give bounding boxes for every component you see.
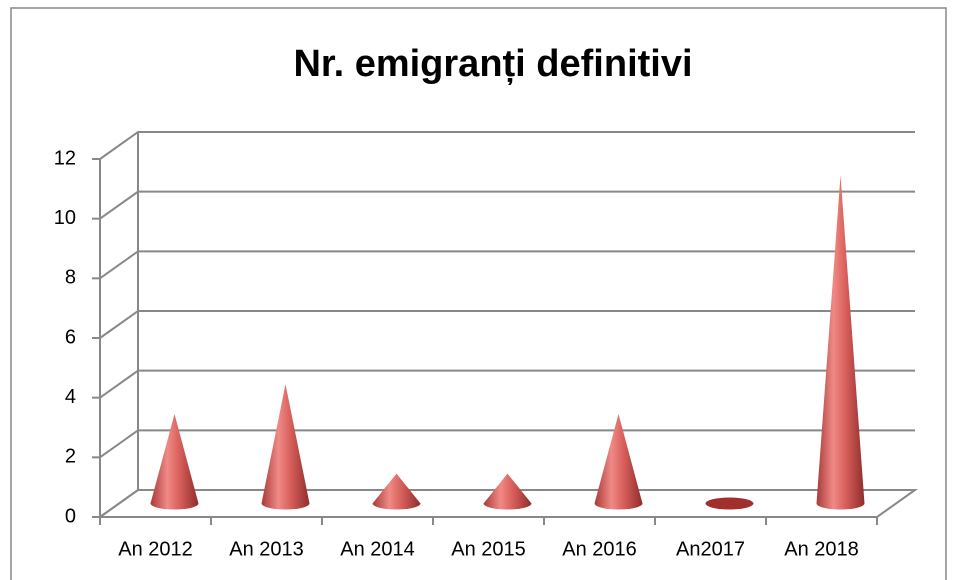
y-tick-label: 2 [65,446,76,468]
y-tick-label: 6 [65,326,76,348]
x-tick-label: An 2016 [562,538,637,560]
grid-line [99,489,915,518]
y-tick-label: 0 [65,505,76,527]
cone [705,497,754,510]
cone [483,473,532,510]
grid-line [99,369,915,399]
y-tick-label: 12 [54,147,76,169]
x-tick-label: An 2014 [340,538,415,560]
x-tick-label: An 2015 [451,538,526,560]
x-tick-label: An 2013 [229,538,304,560]
chart-title: Nr. emigranți definitivi [293,43,692,85]
x-tick-label: An2017 [676,538,745,560]
cone [594,414,643,510]
grid-line [99,429,915,459]
grid-line [99,190,915,220]
cone [261,384,310,510]
y-tick-label: 8 [65,267,76,289]
y-tick-label: 4 [65,386,76,408]
grid-line [99,250,915,280]
cone [372,473,421,510]
cone [816,175,865,510]
cone [150,414,199,510]
y-tick-label: 10 [54,207,76,229]
chart-frame [10,7,947,580]
x-tick-label: An 2018 [784,538,859,560]
grid-line [99,131,915,160]
x-tick-label: An 2012 [118,538,193,560]
grid-line [99,310,915,339]
